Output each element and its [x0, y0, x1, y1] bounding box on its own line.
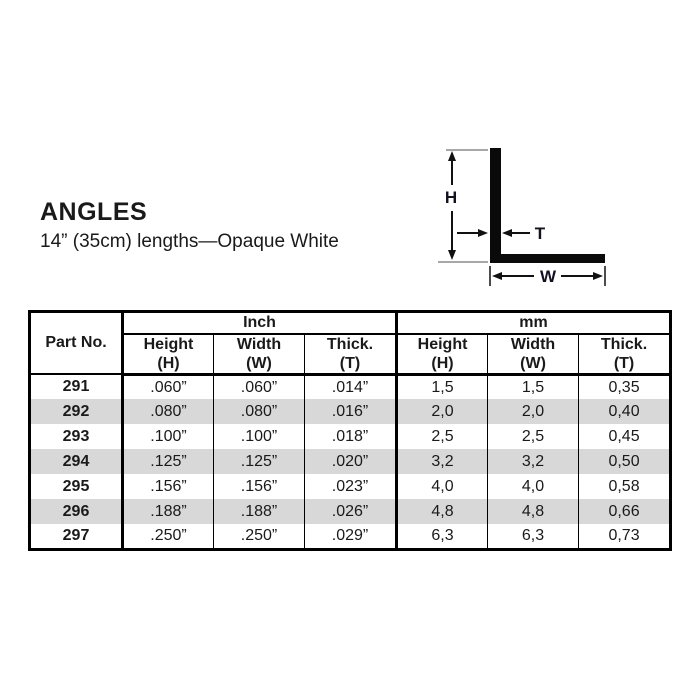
width-label: W — [540, 267, 557, 286]
col-label: Width — [236, 335, 282, 353]
mm-width-cell: 1,5 — [487, 374, 580, 400]
mm-height-cell: 2,5 — [396, 424, 489, 450]
part-no-cell: 297 — [29, 524, 124, 550]
inch-width-cell: .125” — [213, 449, 305, 475]
inch-thick-cell: .026” — [304, 499, 399, 525]
mm-width-cell: 4,0 — [487, 474, 580, 500]
inch-height-cell: .188” — [122, 499, 214, 525]
col-sub: (W) — [246, 354, 272, 372]
part-no-cell: 291 — [29, 374, 124, 400]
inch-height-cell: .125” — [122, 449, 214, 475]
inch-width-cell: .080” — [213, 399, 305, 425]
page-title: ANGLES — [40, 198, 148, 226]
col-sub: (T) — [339, 354, 361, 372]
angle-diagram-svg: H T W — [438, 148, 606, 286]
part-no-cell: 296 — [29, 499, 124, 525]
mm-height-cell: 1,5 — [396, 374, 489, 400]
inch-width-cell: .156” — [213, 474, 305, 500]
part-no-cell: 293 — [29, 424, 124, 450]
col-label: Height — [417, 335, 468, 353]
col-label: Width — [510, 335, 556, 353]
height-label: H — [445, 188, 457, 207]
mm-thick-cell: 0,58 — [608, 477, 640, 495]
page-subtitle: 14” (35cm) lengths—Opaque White — [40, 231, 339, 252]
inch-width-cell: .100” — [213, 424, 305, 450]
table-subheader-row: Height (H) Width (W) Thick. (T) Height (… — [30, 333, 671, 376]
table-row: 295 .156” .156” .023” 4,0 4,0 0,58 — [29, 474, 671, 500]
inch-thick-cell: .014” — [304, 374, 399, 400]
col-label: Thick. — [600, 335, 648, 353]
part-no-cell: 294 — [29, 449, 124, 475]
col-label: Height — [143, 335, 194, 353]
inch-width-cell: .250” — [213, 524, 305, 550]
mm-thick-cell: 0,45 — [608, 427, 640, 445]
table-row: 292 .080” .080” .016” 2,0 2,0 0,40 — [29, 399, 671, 425]
col-header-mm-thick: Thick. (T) — [578, 333, 671, 376]
col-label: Thick. — [326, 335, 374, 353]
inch-height-cell: .080” — [122, 399, 214, 425]
mm-group-header: mm — [396, 311, 671, 335]
height-dimension-arrow — [448, 151, 456, 260]
table-group-header-row: Part No. Inch mm — [29, 311, 671, 376]
col-header-inch-height: Height (H) — [122, 333, 214, 376]
mm-thick-cell: 0,66 — [608, 502, 640, 520]
mm-width-cell: 3,2 — [487, 449, 580, 475]
table-row: 297 .250” .250” .029” 6,3 6,3 0,73 — [29, 524, 671, 550]
mm-width-cell: 2,0 — [487, 399, 580, 425]
mm-thick-cell: 0,50 — [608, 452, 640, 470]
mm-width-cell: 4,8 — [487, 499, 580, 525]
angle-diagram: H T W — [430, 138, 625, 293]
angle-profile-shape — [490, 148, 605, 263]
col-sub: (T) — [613, 354, 635, 372]
inch-group-header: Inch — [122, 311, 399, 335]
mm-height-cell: 4,8 — [396, 499, 489, 525]
col-header-inch-width: Width (W) — [213, 333, 305, 376]
inch-thick-cell: .029” — [304, 524, 399, 550]
mm-thick-cell: 0,35 — [608, 378, 640, 396]
part-no-header: Part No. — [29, 311, 124, 376]
col-header-mm-height: Height (H) — [396, 333, 489, 376]
inch-height-cell: .250” — [122, 524, 214, 550]
thickness-dimension-arrow — [457, 229, 530, 237]
inch-width-cell: .060” — [213, 374, 305, 400]
mm-height-cell: 4,0 — [396, 474, 489, 500]
thickness-label: T — [535, 224, 546, 243]
inch-height-cell: .060” — [122, 374, 214, 400]
inch-height-cell: .100” — [122, 424, 214, 450]
inch-width-cell: .188” — [213, 499, 305, 525]
part-no-cell: 292 — [29, 399, 124, 425]
part-no-cell: 295 — [29, 474, 124, 500]
mm-thick-cell: 0,73 — [608, 527, 640, 545]
inch-height-cell: .156” — [122, 474, 214, 500]
mm-height-cell: 3,2 — [396, 449, 489, 475]
table-row: 296 .188” .188” .026” 4,8 4,8 0,66 — [29, 499, 671, 525]
inch-thick-cell: .023” — [304, 474, 399, 500]
col-header-mm-width: Width (W) — [487, 333, 580, 376]
title-block: ANGLES 14” (35cm) lengths—Opaque White — [40, 198, 339, 253]
inch-thick-cell: .018” — [304, 424, 399, 450]
col-sub: (H) — [431, 354, 454, 372]
mm-thick-cell: 0,40 — [608, 402, 640, 420]
table-row: 293 .100” .100” .018” 2,5 2,5 0,45 — [29, 424, 671, 450]
inch-thick-cell: .016” — [304, 399, 399, 425]
mm-height-cell: 2,0 — [396, 399, 489, 425]
col-sub: (W) — [520, 354, 546, 372]
width-dimension-arrow — [489, 266, 606, 286]
mm-width-cell: 6,3 — [487, 524, 580, 550]
col-header-inch-thick: Thick. (T) — [304, 333, 399, 376]
col-sub: (H) — [157, 354, 180, 372]
table-row: 294 .125” .125” .020” 3,2 3,2 0,50 — [29, 449, 671, 475]
table-row: 291 .060” .060” .014” 1,5 1,5 0,35 — [29, 374, 671, 400]
mm-height-cell: 6,3 — [396, 524, 489, 550]
mm-width-cell: 2,5 — [487, 424, 580, 450]
spec-table: Part No. Inch mm Height (H) Width (W) Th… — [28, 310, 673, 551]
inch-thick-cell: .020” — [304, 449, 399, 475]
